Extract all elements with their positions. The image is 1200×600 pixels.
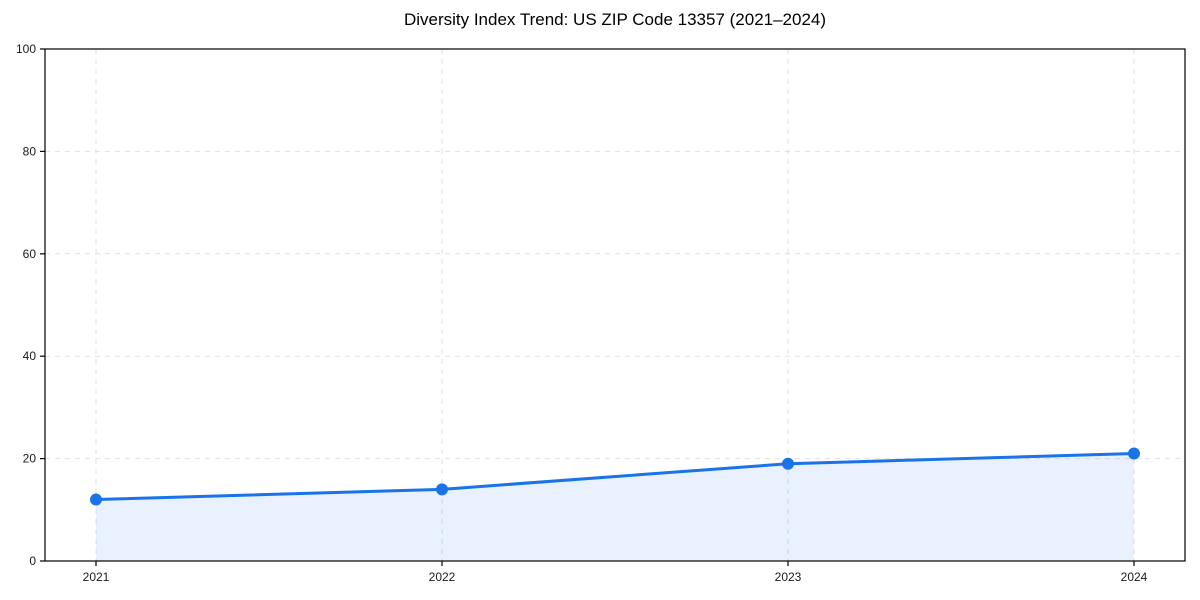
trend-line: [94, 451, 1136, 502]
x-axis-tick-label: 2024: [1121, 570, 1148, 584]
x-axis-tick-label: 2022: [429, 570, 456, 584]
plot-border: [44, 48, 1186, 562]
data-point-marker: [1128, 447, 1140, 460]
y-axis-tick-label: 20: [23, 452, 37, 466]
data-point-marker: [782, 457, 794, 470]
y-axis-tick-label: 40: [23, 349, 37, 363]
area-fill: [96, 453, 1134, 561]
chart-title: Diversity Index Trend: US ZIP Code 13357…: [403, 10, 827, 29]
y-axis-tick-label: 80: [23, 144, 37, 158]
data-point-marker: [436, 483, 448, 496]
y-axis-tick-label: 60: [23, 247, 37, 261]
data-point-marker: [90, 493, 102, 506]
x-axis-tick-label: 2021: [83, 570, 110, 584]
y-axis-tick-label: 0: [29, 554, 36, 568]
y-axis-tick-label: 100: [16, 42, 36, 56]
x-axis-tick-label: 2023: [775, 570, 802, 584]
